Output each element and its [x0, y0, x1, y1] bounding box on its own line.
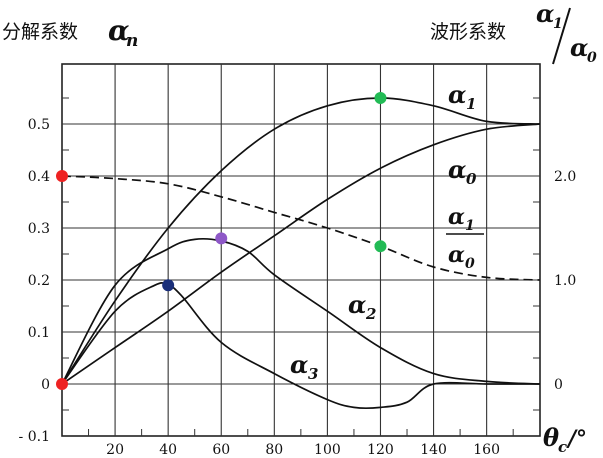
- x-tick-label: 140: [420, 442, 447, 458]
- right-tick-label: 1.0: [554, 273, 576, 289]
- svg-text:α: α: [448, 204, 465, 230]
- series-a2-line: [61, 237, 540, 385]
- right-axis-title-den-sub: 0: [587, 50, 597, 66]
- x-tick-label: 20: [106, 442, 124, 458]
- x-axis-symbol-sub: c: [558, 438, 567, 456]
- svg-text:α: α: [448, 80, 466, 109]
- right-axis-title-num: α: [536, 0, 554, 28]
- svg-text:2: 2: [365, 305, 376, 323]
- series-ratio-line: [61, 175, 540, 281]
- series-a3-line: [61, 282, 540, 410]
- series-a1-line: [61, 97, 540, 385]
- y-tick-label: 0.5: [28, 117, 50, 133]
- svg-text:α: α: [348, 290, 366, 319]
- label-alpha1: α 1: [448, 80, 476, 113]
- markers: [56, 92, 387, 390]
- y-tick-label: 0: [41, 377, 50, 393]
- svg-text:0: 0: [466, 170, 477, 188]
- svg-text:0: 0: [465, 256, 475, 272]
- highlight-point: [56, 378, 68, 390]
- right-axis-title-slash: [552, 7, 571, 65]
- left-axis-symbol-sub: n: [126, 31, 138, 51]
- x-axis-unit: /°: [566, 426, 587, 452]
- right-axis-title: 波形系数: [430, 21, 506, 43]
- highlight-point: [56, 170, 68, 182]
- x-axis-symbol: θ: [543, 423, 559, 452]
- x-tick-label: 60: [212, 442, 230, 458]
- y-tick-label: 0.4: [28, 169, 50, 185]
- right-tick-label: 0: [554, 377, 563, 393]
- x-tick-label: 100: [314, 442, 341, 458]
- tick-labels: - 0.100.10.20.30.40.501.02.020 40 60 80 100 1…: [19, 117, 577, 458]
- highlight-point: [374, 240, 387, 253]
- x-tick-label: 40: [159, 442, 177, 458]
- y-tick-label: 0.3: [28, 221, 50, 237]
- x-tick-label: 160: [473, 442, 500, 458]
- right-axis-title-num-sub: 1: [553, 16, 563, 32]
- svg-text:α: α: [448, 155, 466, 184]
- label-alpha2: α 2: [348, 290, 376, 323]
- svg-text:1: 1: [466, 95, 476, 113]
- curves: [61, 97, 540, 410]
- svg-text:α: α: [448, 242, 465, 268]
- highlight-point: [374, 92, 387, 104]
- highlight-point: [162, 279, 175, 292]
- right-axis-title-den: α: [570, 33, 588, 62]
- y-tick-label: 0.2: [28, 273, 50, 289]
- x-tick-label: 120: [367, 442, 394, 458]
- label-alpha3: α 3: [290, 350, 318, 383]
- svg-text:1: 1: [465, 218, 475, 234]
- left-axis-symbol: α: [108, 14, 130, 47]
- y-tick-label: - 0.1: [19, 429, 50, 445]
- svg-text:3: 3: [308, 365, 318, 383]
- svg-text:α: α: [290, 350, 308, 379]
- left-axis-title: 分解系数: [2, 21, 78, 43]
- x-tick-label: 80: [265, 442, 283, 458]
- label-alpha0: α 0: [448, 155, 477, 188]
- series-a0-line: [61, 123, 540, 385]
- label-ratio: α 1 α 0: [446, 204, 484, 272]
- highlight-point: [215, 232, 228, 245]
- right-tick-label: 2.0: [554, 169, 576, 185]
- y-tick-label: 0.1: [28, 325, 50, 341]
